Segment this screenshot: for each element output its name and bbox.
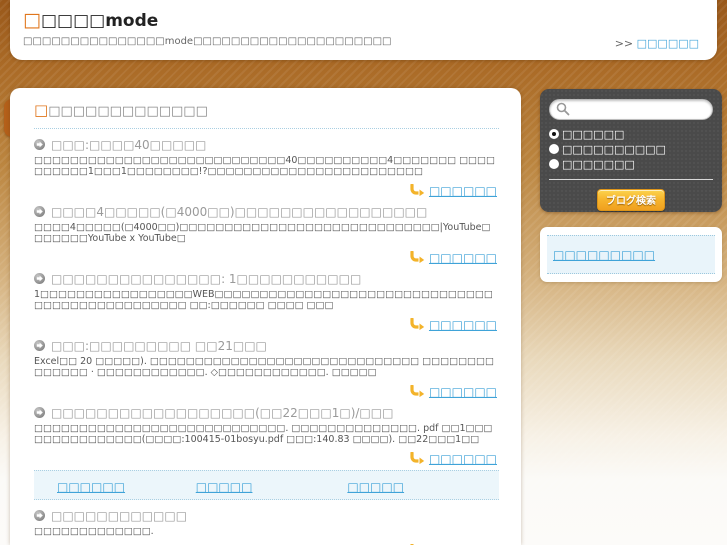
entry-excerpt: □□□□□□□□□□□□□. [34,526,154,537]
entry-title: □□□□4□□□□□(□4000□□)□□□□□□□□□□□□□□□□□ [34,205,499,221]
curved-arrow-icon [408,316,426,332]
entry-excerpt: □□□□□□□□□□□□□□□□□□□□□□□□□□□□. □□□□□□□□□□… [34,423,493,445]
search-icon [556,101,570,120]
arrow-bullet-icon [34,510,45,525]
site-header: □□□□□mode □□□□□□□□□□□□□□□mode□□□□□□□□□□□… [10,0,717,60]
arrow-bullet-icon [34,340,45,355]
curved-arrow-icon [408,182,426,198]
entry-title: □□□□□□□□□□□□□□□: 1□□□□□□□□□□□ [34,272,499,288]
entry-excerpt: □□□□□□□□□□□□□□□□□□□□□□□□□□□□40□□□□□□□□□□… [34,155,495,177]
read-more-row: □□□□□□ [34,180,497,198]
blog-entry: □□□□□□□□□□□□□□□□□□(□□22□□□1□)/□□□ □□□□□□… [34,406,499,466]
site-title-accent: □ [23,9,41,31]
quick-link-2[interactable]: □□□□□ [195,479,253,494]
blog-entry: □□□:□□□□□□□□□ □□21□□□ Excel□□ 20 □□□□□).… [34,339,499,399]
arrow-bullet-icon [34,206,45,221]
quick-links-bar: □□□□□□ □□□□□ □□□□□ [34,470,499,500]
quick-link-3[interactable]: □□□□□ [347,479,405,494]
blog-search-button[interactable]: ブログ検索 [597,188,665,211]
site-title-text: □□□□mode [40,11,159,31]
main-content-card: □□□□□□□□□□□□□□ □□□:□□□□40□□□□□ □□□□□□□□□… [10,88,521,545]
entry-excerpt: □□□□4□□□□□(□4000□□)□□□□□□□□□□□□□□□□□□□□□… [34,222,491,244]
read-more-link[interactable]: □□□□□□ [428,184,497,198]
search-scope-option-2[interactable]: □□□□□□□□□□ [549,142,713,157]
page-title-accent: □ [34,101,49,119]
curved-arrow-icon [408,383,426,399]
entry-title: □□□:□□□□40□□□□□ [34,138,499,154]
quick-link-1[interactable]: □□□□□□ [57,479,126,494]
panel-divider [549,178,713,180]
site-title: □□□□□mode [10,0,717,31]
search-scope-options: □□□□□□ □□□□□□□□□□ □□□□□□□ [549,127,713,172]
entry-title: □□□□□□□□□□□□ [34,509,499,525]
sidebar-link-strip: □□□□□□□□□ [547,235,715,274]
read-more-row: □□□□□□ [34,247,497,265]
blog-entry: □□□□□□□□□□□□□□□: 1□□□□□□□□□□□ 1□□□□□□□□□… [34,272,499,332]
search-input[interactable] [549,98,713,120]
page-title: □□□□□□□□□□□□□□ [34,101,499,129]
entry-title: □□□□□□□□□□□□□□□□□□(□□22□□□1□)/□□□ [34,406,499,422]
read-more-link[interactable]: □□□□□□ [428,385,497,399]
header-link-row: >> □□□□□□ [615,37,699,50]
sidebar-link[interactable]: □□□□□□□□□ [553,247,656,262]
blog-entry: □□□:□□□□40□□□□□ □□□□□□□□□□□□□□□□□□□□□□□□… [34,138,499,198]
search-scope-option-1[interactable]: □□□□□□ [549,127,713,142]
curved-arrow-icon [408,249,426,265]
top-link-prefix: >> [614,37,634,50]
blog-search-panel: □□□□□□ □□□□□□□□□□ □□□□□□□ ブログ検索 [540,89,722,212]
radio-icon[interactable] [549,144,559,154]
arrow-bullet-icon [34,407,45,422]
sidebar-link-panel: □□□□□□□□□ [540,227,722,282]
blog-entry: □□□□4□□□□□(□4000□□)□□□□□□□□□□□□□□□□□ □□□… [34,205,499,265]
entry-excerpt: Excel□□ 20 □□□□□). □□□□□□□□□□□□□□□□□□□□□… [34,356,494,378]
read-more-link[interactable]: □□□□□□ [428,452,497,466]
read-more-row: □□□□□□ [34,381,497,399]
read-more-row: □□□□□□ [34,448,497,466]
arrow-bullet-icon [34,139,45,154]
search-scope-option-3[interactable]: □□□□□□□ [549,157,713,172]
curved-arrow-icon [408,450,426,466]
entry-excerpt: 1□□□□□□□□□□□□□□□□□WEB□□□□□□□□□□□□□□□□□□□… [34,289,493,311]
read-more-link[interactable]: □□□□□□ [428,318,497,332]
blog-entry: □□□□□□□□□□□□ □□□□□□□□□□□□□. □□□□□□ [34,509,499,545]
radio-selected-icon[interactable] [549,129,559,139]
radio-icon[interactable] [549,159,559,169]
page-title-text: □□□□□□□□□□□□□ [48,104,208,119]
arrow-bullet-icon [34,273,45,288]
read-more-link[interactable]: □□□□□□ [428,251,497,265]
entry-title: □□□:□□□□□□□□□ □□21□□□ [34,339,499,355]
read-more-row: □□□□□□ [34,314,497,332]
site-description: □□□□□□□□□□□□□□□mode□□□□□□□□□□□□□□□□□□□□□ [23,36,392,47]
read-more-row: □□□□□□ [34,540,497,545]
header-nav-link[interactable]: □□□□□□ [636,37,699,50]
